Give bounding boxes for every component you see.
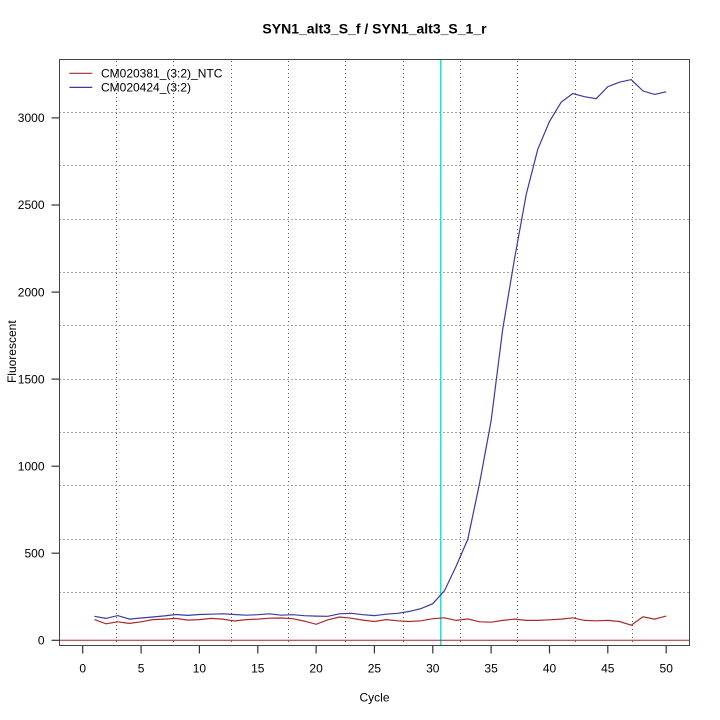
svg-text:45: 45 [601, 662, 615, 676]
svg-text:30: 30 [426, 662, 440, 676]
svg-text:10: 10 [193, 662, 207, 676]
svg-text:SYN1_alt3_S_f / SYN1_alt3_S_1_: SYN1_alt3_S_f / SYN1_alt3_S_1_r [262, 21, 487, 37]
svg-text:25: 25 [368, 662, 382, 676]
svg-text:5: 5 [138, 662, 145, 676]
svg-text:15: 15 [251, 662, 265, 676]
svg-text:0: 0 [79, 662, 86, 676]
svg-text:CM020381_(3:2)_NTC: CM020381_(3:2)_NTC [101, 67, 223, 81]
svg-text:CM020424_(3:2): CM020424_(3:2) [101, 81, 191, 95]
svg-text:50: 50 [660, 662, 674, 676]
svg-text:Fluorescent: Fluorescent [5, 320, 19, 383]
svg-text:Cycle: Cycle [359, 691, 389, 705]
svg-text:500: 500 [24, 546, 44, 560]
svg-text:1500: 1500 [18, 372, 45, 386]
svg-text:40: 40 [543, 662, 557, 676]
svg-text:1000: 1000 [18, 459, 45, 473]
svg-text:2000: 2000 [18, 285, 45, 299]
svg-text:2500: 2500 [18, 198, 45, 212]
svg-text:0: 0 [38, 634, 45, 648]
svg-text:35: 35 [484, 662, 498, 676]
svg-text:20: 20 [309, 662, 323, 676]
svg-text:3000: 3000 [18, 111, 45, 125]
